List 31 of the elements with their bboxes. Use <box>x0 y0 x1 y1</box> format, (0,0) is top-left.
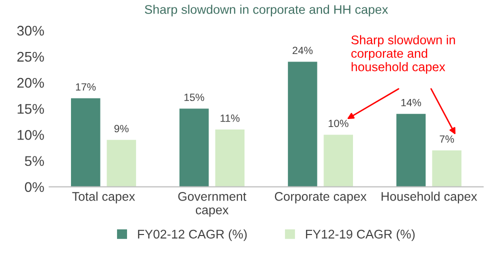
data-label: 9% <box>114 124 129 132</box>
bar <box>324 134 353 187</box>
bar <box>288 62 318 187</box>
x-tick-label: Corporate capex <box>274 192 367 204</box>
bar <box>432 150 462 187</box>
y-tick-label: 5% <box>24 156 44 166</box>
y-tick-label: 30% <box>17 26 44 36</box>
bar <box>179 108 209 187</box>
y-tick-label: 0% <box>24 182 44 192</box>
x-tick-label: Government capex <box>178 192 246 217</box>
data-label: 10% <box>328 120 348 128</box>
y-tick-label: 25% <box>17 52 44 62</box>
data-label: 14% <box>401 98 422 106</box>
legend-label: FY02-12 CAGR (%) <box>138 229 247 242</box>
bar <box>215 129 245 187</box>
x-tick-label: Total capex <box>72 192 136 204</box>
x-tick-label: Household capex <box>382 192 478 204</box>
data-label: 24% <box>292 46 313 54</box>
bar <box>70 98 100 187</box>
data-label: 11% <box>220 114 240 122</box>
data-label: 15% <box>184 94 204 102</box>
legend-label: FY12-19 CAGR (%) <box>306 229 415 242</box>
annotation: Sharp slowdown in corporate and household capex <box>351 35 455 74</box>
data-label: 7% <box>440 135 454 143</box>
data-label: 17% <box>76 83 96 91</box>
y-tick-label: 10% <box>18 130 44 140</box>
bar <box>106 140 136 187</box>
y-tick-label: 15% <box>18 104 44 114</box>
bar <box>396 114 426 187</box>
chart-title: Sharp slowdown in corporate and HH capex <box>144 4 388 16</box>
y-tick-label: 20% <box>17 78 44 88</box>
